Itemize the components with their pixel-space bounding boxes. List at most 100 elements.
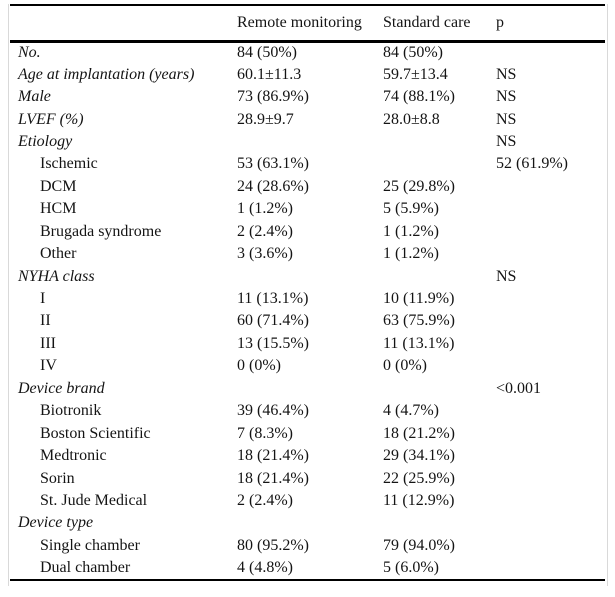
standard-care-value: 25 (29.8%) — [383, 177, 455, 195]
standard-care-value: 84 (50%) — [383, 43, 443, 61]
table-row: Medtronic 18 (21.4%) 29 (34.1%) — [10, 445, 605, 467]
p-value — [496, 535, 605, 557]
standard-care-value — [383, 512, 496, 534]
remote-monitoring-value: 80 (95.2%) — [237, 536, 309, 554]
table-row: Dual chamber 4 (4.8%) 5 (6.0%) — [10, 557, 605, 579]
table-row: NYHA class NS — [10, 265, 605, 287]
p-value: NS — [496, 132, 517, 150]
table-body: No. 84 (50%) 84 (50%) Age at implantation (… — [10, 41, 605, 580]
standard-care-value: 59.7±13.4 — [383, 65, 448, 83]
table-row: Male 73 (86.9%) 74 (88.1%) NS — [10, 86, 605, 108]
table-row: Etiology NS — [10, 131, 605, 153]
col-header-standard-care: Standard care — [383, 4, 496, 43]
remote-monitoring-value: 2 (2.4%) — [237, 222, 293, 240]
table-row: Single chamber 80 (95.2%) 79 (94.0%) — [10, 535, 605, 557]
standard-care-value: 5 (6.0%) — [383, 558, 439, 576]
row-label: Other — [40, 245, 77, 263]
remote-monitoring-value — [237, 378, 383, 400]
table-row: DCM 24 (28.6%) 25 (29.8%) — [10, 176, 605, 198]
p-value — [496, 490, 605, 512]
p-value: NS — [496, 65, 517, 83]
table-row: HCM 1 (1.2%) 5 (5.9%) — [10, 198, 605, 220]
table-row: III 13 (15.5%) 11 (13.1%) — [10, 333, 605, 355]
p-value — [496, 221, 605, 243]
standard-care-value: 28.0±8.8 — [383, 110, 440, 128]
row-label: IV — [40, 357, 57, 375]
p-value — [496, 310, 605, 332]
patient-characteristics-table: Remote monitoring Standard care p No. 84 … — [10, 4, 605, 581]
standard-care-value: 1 (1.2%) — [383, 245, 439, 263]
standard-care-value — [383, 153, 496, 175]
table-row: I 11 (13.1%) 10 (11.9%) — [10, 288, 605, 310]
row-label: No. — [18, 43, 41, 61]
p-value: <0.001 — [496, 379, 542, 397]
p-value — [496, 288, 605, 310]
row-label: Device brand — [18, 379, 105, 397]
table-row: IV 0 (0%) 0 (0%) — [10, 355, 605, 377]
table-row: No. 84 (50%) 84 (50%) — [10, 41, 605, 63]
table-row: Age at implantation (years) 60.1±11.3 59.7… — [10, 63, 605, 85]
remote-monitoring-value: 84 (50%) — [237, 43, 297, 61]
standard-care-value: 79 (94.0%) — [383, 536, 455, 554]
p-value — [496, 445, 605, 467]
p-value — [496, 243, 605, 265]
table-row: Device brand <0.001 — [10, 378, 605, 400]
p-value — [496, 176, 605, 198]
p-value — [496, 422, 605, 444]
standard-care-value: 0 (0%) — [383, 357, 427, 375]
standard-care-value: 22 (25.9%) — [383, 469, 455, 487]
table-header: Remote monitoring Standard care p — [10, 4, 605, 43]
table-row: Sorin 18 (21.4%) 22 (25.9%) — [10, 467, 605, 489]
p-value — [496, 41, 605, 63]
row-label: I — [40, 290, 46, 308]
remote-monitoring-value: 73 (86.9%) — [237, 88, 309, 106]
p-value — [496, 333, 605, 355]
header-row: Remote monitoring Standard care p — [10, 4, 605, 43]
p-value: NS — [496, 110, 517, 128]
standard-care-value: 29 (34.1%) — [383, 447, 455, 465]
standard-care-value: 5 (5.9%) — [383, 200, 439, 218]
p-value — [496, 198, 605, 220]
table-row: Other 3 (3.6%) 1 (1.2%) — [10, 243, 605, 265]
table-row: Boston Scientific 7 (8.3%) 18 (21.2%) — [10, 422, 605, 444]
col-header-remote-monitoring: Remote monitoring — [237, 4, 383, 43]
row-label: Boston Scientific — [40, 424, 151, 442]
row-label: LVEF (%) — [18, 110, 84, 128]
remote-monitoring-value: 4 (4.8%) — [237, 558, 293, 576]
standard-care-value — [383, 265, 496, 287]
standard-care-value: 10 (11.9%) — [383, 290, 455, 308]
table-row: II 60 (71.4%) 63 (75.9%) — [10, 310, 605, 332]
remote-monitoring-value: 7 (8.3%) — [237, 424, 293, 442]
table-row: Biotronik 39 (46.4%) 4 (4.7%) — [10, 400, 605, 422]
table-row: Device type — [10, 512, 605, 534]
table-row: Ischemic 53 (63.1%) 52 (61.9%) — [10, 153, 605, 175]
standard-care-value: 74 (88.1%) — [383, 88, 455, 106]
p-value — [496, 355, 605, 377]
remote-monitoring-value: 13 (15.5%) — [237, 334, 309, 352]
standard-care-value: 18 (21.2%) — [383, 424, 455, 442]
standard-care-value: 1 (1.2%) — [383, 222, 439, 240]
remote-monitoring-value: 11 (13.1%) — [237, 290, 309, 308]
remote-monitoring-value: 1 (1.2%) — [237, 200, 293, 218]
col-header-empty — [10, 4, 237, 43]
row-label: HCM — [40, 200, 77, 218]
remote-monitoring-value: 39 (46.4%) — [237, 402, 309, 420]
p-value: 52 (61.9%) — [496, 155, 568, 173]
standard-care-value: 11 (13.1%) — [383, 334, 455, 352]
row-label: Etiology — [18, 132, 73, 150]
table-row: LVEF (%) 28.9±9.7 28.0±8.8 NS — [10, 108, 605, 130]
row-label: Single chamber — [40, 536, 140, 554]
remote-monitoring-value: 0 (0%) — [237, 357, 281, 375]
remote-monitoring-value — [237, 512, 383, 534]
row-label: Medtronic — [40, 447, 107, 465]
table-row: Brugada syndrome 2 (2.4%) 1 (1.2%) — [10, 221, 605, 243]
p-value — [496, 512, 605, 534]
row-label: Age at implantation (years) — [18, 65, 195, 83]
col-header-p: p — [496, 4, 605, 43]
standard-care-value: 63 (75.9%) — [383, 312, 455, 330]
remote-monitoring-value: 2 (2.4%) — [237, 491, 293, 509]
p-value — [496, 400, 605, 422]
row-label: Ischemic — [40, 155, 98, 173]
row-label: Male — [18, 88, 51, 106]
